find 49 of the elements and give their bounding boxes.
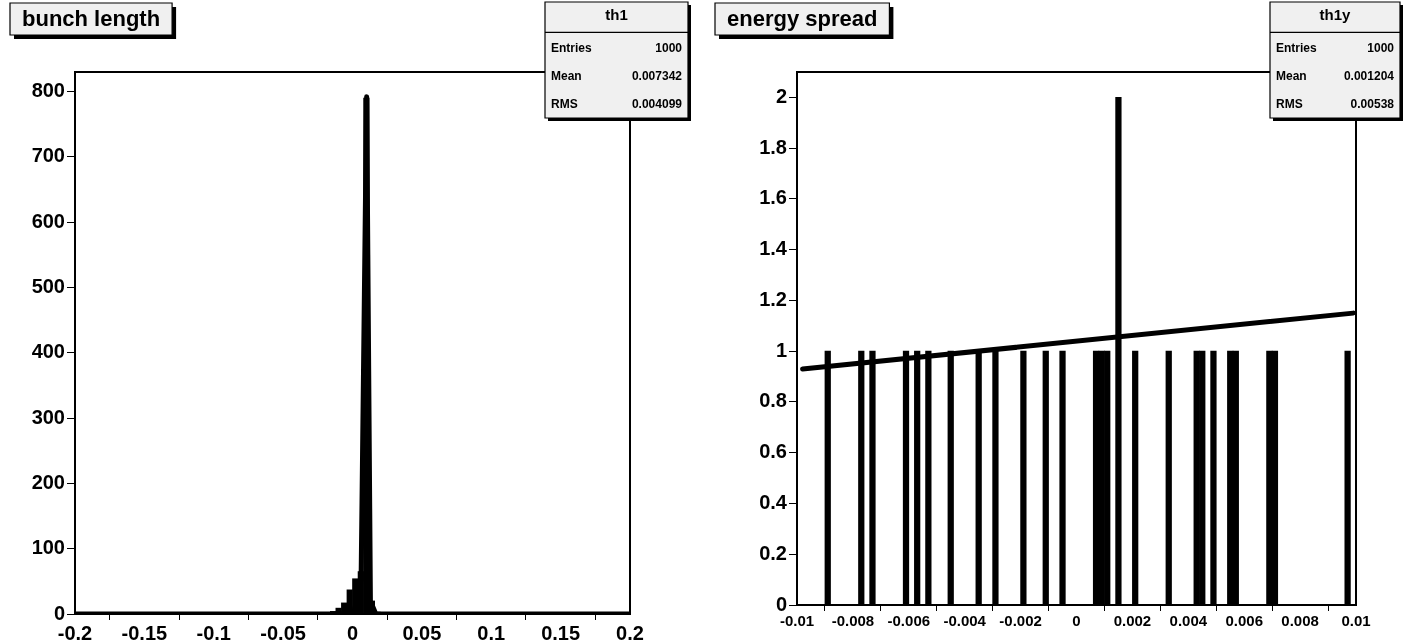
y-tick-label: 500 bbox=[31, 275, 65, 298]
x-tick-label: 0.008 bbox=[1281, 612, 1319, 630]
x-tick-label: 0.002 bbox=[1113, 612, 1152, 630]
x-tick-label: 0.2 bbox=[616, 621, 644, 641]
y-tick-label: 0.8 bbox=[759, 389, 787, 412]
x-tick-label: -0.006 bbox=[887, 612, 931, 630]
x-tick-label: 0.01 bbox=[1341, 612, 1371, 630]
x-tick-label: 0.15 bbox=[541, 621, 581, 641]
text: Entries 1000 bbox=[551, 41, 682, 56]
x-tick-label: 0.006 bbox=[1225, 612, 1263, 630]
x-tick-label: -0.05 bbox=[260, 621, 306, 641]
y-tick-label: 1.4 bbox=[759, 237, 788, 260]
y-tick-label: 0 bbox=[775, 592, 787, 615]
y-tick-label: 700 bbox=[31, 144, 65, 167]
y-tick-label: 2 bbox=[775, 84, 787, 107]
x-tick-label: -0.1 bbox=[196, 621, 231, 641]
y-tick-label: 1.6 bbox=[759, 186, 787, 209]
x-tick-label: -0.2 bbox=[57, 621, 93, 641]
y-tick-label: 200 bbox=[31, 470, 65, 493]
x-tick-label: 0 bbox=[1072, 612, 1081, 630]
y-tick-label: 1.2 bbox=[759, 287, 787, 310]
y-tick-label: 100 bbox=[31, 536, 65, 559]
text: th1y bbox=[1319, 5, 1352, 23]
text: th1 bbox=[605, 5, 628, 23]
x-tick-label: -0.002 bbox=[999, 612, 1042, 630]
x-tick-label: 0.004 bbox=[1169, 612, 1208, 630]
text: RMS 0.00538 bbox=[1276, 96, 1394, 111]
y-tick-label: 600 bbox=[31, 209, 65, 232]
y-tick-label: 1.8 bbox=[759, 135, 787, 158]
x-tick-label: 0 bbox=[346, 621, 359, 641]
chart-title: bunch length bbox=[22, 6, 161, 32]
y-tick-label: 0.4 bbox=[759, 490, 788, 513]
x-tick-label: -0.004 bbox=[943, 612, 987, 630]
x-tick-label: -0.15 bbox=[121, 621, 168, 641]
x-tick-label: 0.1 bbox=[477, 621, 506, 641]
y-tick-label: 400 bbox=[31, 340, 65, 363]
y-tick-label: 800 bbox=[31, 79, 65, 102]
x-tick-label: -0.008 bbox=[831, 612, 875, 630]
text: Mean 0.007342 bbox=[551, 68, 682, 83]
x-tick-label: 0.05 bbox=[402, 621, 442, 641]
text: RMS 0.004099 bbox=[551, 96, 682, 111]
text: Entries 1000 bbox=[1276, 41, 1394, 56]
chart-title: energy spread bbox=[727, 6, 878, 32]
text: Mean 0.001204 bbox=[1276, 68, 1394, 83]
y-tick-label: 300 bbox=[31, 405, 65, 428]
y-tick-label: 0.6 bbox=[759, 440, 787, 463]
y-tick-label: 1 bbox=[775, 338, 787, 361]
y-tick-label: 0.2 bbox=[759, 541, 787, 564]
x-tick-label: -0.01 bbox=[779, 612, 815, 630]
